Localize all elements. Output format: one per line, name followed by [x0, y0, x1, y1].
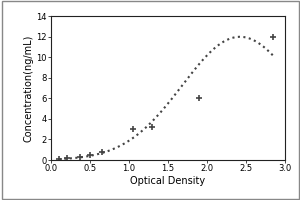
X-axis label: Optical Density: Optical Density: [130, 176, 206, 186]
Y-axis label: Concentration(ng/mL): Concentration(ng/mL): [24, 34, 34, 142]
